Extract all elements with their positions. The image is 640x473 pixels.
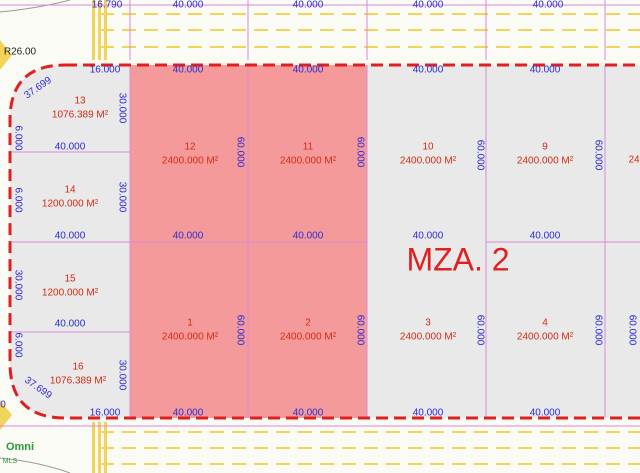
block-boundary: [8, 63, 640, 420]
dimension: 40.000: [530, 65, 561, 76]
logo-sub: MLS: [3, 458, 18, 465]
lot-area: 2400.000 M²: [162, 332, 219, 343]
dimension: 60.000: [474, 140, 485, 171]
dimension: 40.000: [173, 65, 204, 76]
lot-number: 9: [542, 142, 548, 153]
dimension: 6.000: [12, 187, 23, 212]
dimension: 60.000: [474, 315, 485, 346]
dimension: 60.000: [626, 315, 637, 346]
lot-number: 15: [64, 274, 76, 285]
dimension: 40.000: [55, 142, 86, 153]
dimension: 30.000: [116, 93, 127, 124]
lot-number: 14: [64, 185, 76, 196]
dimension: 30.000: [116, 182, 127, 213]
dimension: 16.000: [90, 65, 121, 76]
road-dimension: 16.790: [92, 0, 123, 11]
curb: [0, 0, 71, 473]
radius-label: R26.00: [4, 47, 37, 58]
block-label: MZA. 2: [406, 241, 509, 277]
dimension: 6.000: [12, 125, 23, 150]
dimension: 40.000: [413, 65, 444, 76]
lot-area: 1200.000 M²: [42, 288, 99, 299]
dimension: 40.000: [173, 408, 204, 419]
lot-number: 12: [184, 142, 196, 153]
dimension: 60.000: [234, 315, 245, 346]
lot-area: 2400.000 M²: [400, 332, 457, 343]
dimension: 40.000: [293, 65, 324, 76]
dimension: 60.000: [234, 137, 245, 168]
logo: Omni: [6, 441, 34, 453]
cut-text: 0: [0, 400, 6, 411]
lot-number: 16: [72, 362, 84, 373]
lot-area: 1076.389 M²: [50, 376, 107, 387]
lot-area: 1200.000 M²: [42, 199, 99, 210]
road-markings: [100, 13, 640, 465]
dimension: 60.000: [592, 315, 603, 346]
dimension: 40.000: [55, 231, 86, 242]
lot-area: 2400.000 M²: [162, 156, 219, 167]
road-lot-lines: [0, 0, 640, 427]
lot-number: 2: [305, 318, 311, 329]
dimension: 40.000: [55, 319, 86, 330]
lot-area: 2400.000 M²: [517, 332, 574, 343]
dimension: 60.000: [354, 315, 365, 346]
cut-text: 24: [628, 155, 640, 166]
road-dimension: 40.000: [293, 0, 324, 11]
dimension: 40.000: [413, 231, 444, 242]
lot-number: 11: [303, 142, 314, 153]
lot-area: 2400.000 M²: [517, 156, 574, 167]
lot-area: 2400.000 M²: [400, 156, 457, 167]
lot-number: 4: [542, 318, 548, 329]
dimension: 40.000: [530, 408, 561, 419]
lot-area: 2400.000 M²: [280, 332, 337, 343]
lot-area: 1076.389 M²: [52, 110, 109, 121]
dimension: 40.000: [293, 231, 324, 242]
dimension: 40.000: [173, 231, 204, 242]
dimension: 60.000: [592, 140, 603, 171]
dimension: 30.000: [12, 270, 23, 301]
crosswalks: [0, 0, 107, 473]
road-dimension: 40.000: [533, 0, 564, 11]
road-dimension: 40.000: [413, 0, 444, 11]
lot-number: 13: [74, 96, 86, 107]
road-dimension: 40.000: [173, 0, 204, 11]
lot-area: 2400.000 M²: [280, 156, 337, 167]
dimension: 60.000: [354, 137, 365, 168]
lot-number: 1: [187, 318, 193, 329]
lot-lines: [10, 65, 640, 418]
dimension: 40.000: [293, 408, 324, 419]
lot-number: 3: [425, 318, 431, 329]
lot-number: 10: [422, 142, 434, 153]
dimension: 16.000: [90, 408, 121, 419]
dimension: 40.000: [530, 231, 561, 242]
dimension: 40.000: [413, 408, 444, 419]
dimension: 30.000: [116, 360, 127, 391]
dimension: 6.000: [12, 332, 23, 357]
